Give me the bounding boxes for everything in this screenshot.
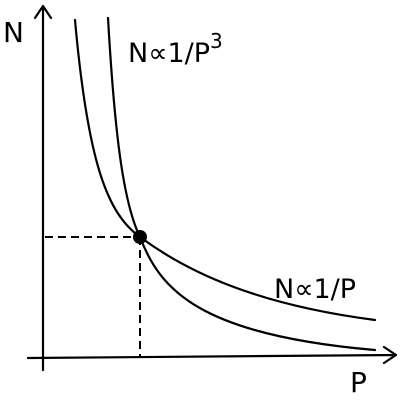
curve-label: N∝1/P3 (128, 29, 223, 69)
curve-label-text: N∝1/P (128, 38, 210, 69)
y-axis (33, 4, 53, 372)
x-axis-label: P (350, 366, 367, 399)
intersection-point (133, 230, 147, 244)
curve-label: N∝1/P (274, 274, 356, 305)
curve-label-superscript: 3 (210, 29, 223, 53)
y-axis-label: N (3, 16, 24, 49)
guide-lines (45, 236, 141, 358)
x-axis (26, 345, 398, 365)
